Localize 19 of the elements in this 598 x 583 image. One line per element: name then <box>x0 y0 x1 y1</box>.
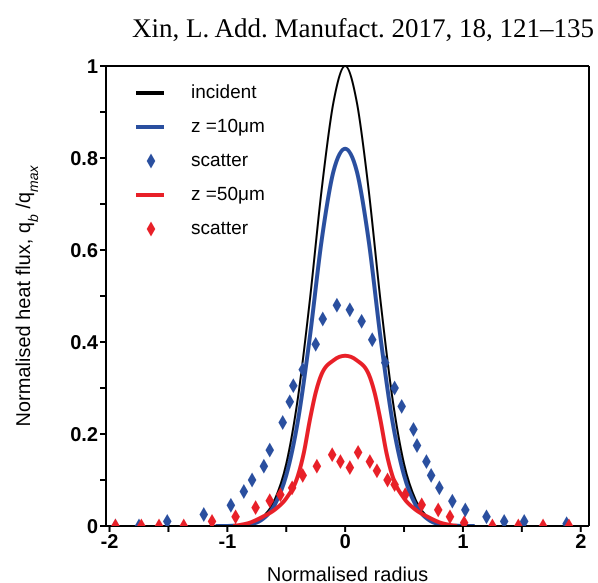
legend-label: scatter <box>191 218 248 240</box>
y-tick-label: 1 <box>86 56 98 78</box>
legend-label: incident <box>191 82 256 104</box>
legend-label: scatter <box>191 150 248 172</box>
y-tick-label: 0.4 <box>70 332 99 354</box>
x-tick-label: 1 <box>457 531 469 554</box>
y-tick-label: 0 <box>86 516 98 538</box>
y-tick-label: 0.2 <box>70 424 98 446</box>
chart-title: Xin, L. Add. Manufact. 2017, 18, 121–135 <box>131 12 595 45</box>
legend-label: z =10μm <box>191 116 265 138</box>
y-tick-label: 0.6 <box>70 240 98 262</box>
legend-label: z =50μm <box>191 184 265 206</box>
y-tick-label: 0.8 <box>70 148 98 170</box>
line-series <box>231 354 460 526</box>
x-axis-title: Normalised radius <box>266 564 428 583</box>
x-tick-label: 0 <box>340 531 351 554</box>
x-tick-label: -2 <box>100 531 118 554</box>
x-tick-label: -1 <box>218 531 236 554</box>
x-tick-label: 2 <box>575 531 586 554</box>
